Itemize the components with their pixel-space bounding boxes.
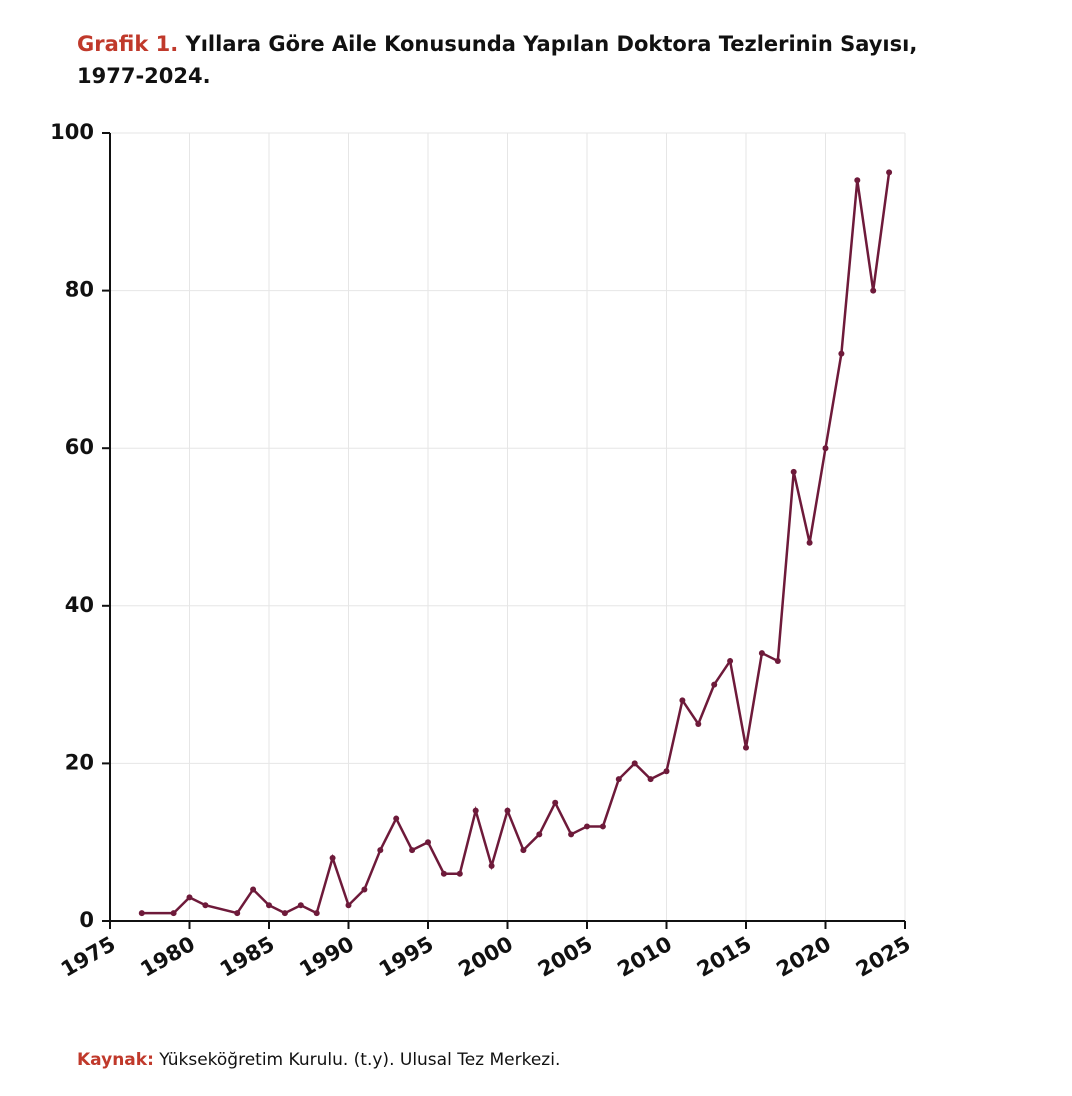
x-tick-label: 1980 [136, 932, 199, 982]
point [250, 886, 257, 893]
point [536, 831, 543, 838]
point [440, 870, 447, 877]
source-text: Yükseköğretim Kurulu. (t.y). Ulusal Tez … [158, 1050, 560, 1070]
x-tick-label: 2025 [852, 932, 915, 982]
x-tick-label: 2015 [693, 932, 756, 982]
point [806, 539, 813, 546]
point [409, 847, 416, 854]
source-label: Kaynak: [77, 1050, 154, 1070]
point [679, 697, 686, 704]
x-tick-label: 1985 [216, 932, 279, 982]
point [727, 657, 734, 664]
point [234, 910, 241, 917]
point [774, 657, 781, 664]
chart-title: Grafik 1. Yıllara Göre Aile Konusunda Ya… [77, 32, 917, 56]
point [456, 870, 463, 877]
point [631, 760, 638, 767]
point [472, 807, 479, 814]
y-tick-label: 60 [65, 435, 94, 459]
x-tick-label: 1995 [375, 932, 438, 982]
x-tick-label: 2005 [534, 932, 597, 982]
point [599, 823, 606, 830]
point [647, 776, 654, 783]
x-tick-label: 2010 [613, 932, 676, 982]
point [758, 650, 765, 657]
point [313, 910, 320, 917]
point [584, 823, 590, 830]
point [854, 177, 861, 184]
point [822, 445, 829, 452]
point [361, 886, 368, 893]
y-tick-label: 20 [65, 750, 94, 774]
x-tick-label: 1975 [57, 932, 120, 982]
source: Kaynak: Yükseköğretim Kurulu. (t.y). Ulu… [77, 1050, 560, 1070]
point [743, 744, 749, 751]
point [345, 902, 352, 909]
point [552, 799, 559, 806]
point [393, 815, 400, 822]
point [886, 169, 893, 176]
point [790, 468, 797, 475]
point [520, 847, 527, 854]
x-tick-label: 2000 [454, 932, 517, 982]
line [141, 172, 891, 915]
point [663, 768, 670, 775]
point [425, 839, 431, 846]
point [377, 847, 384, 854]
point [711, 681, 718, 688]
point [266, 902, 272, 909]
chart-title-line2: 1977-2024. [77, 64, 211, 88]
point [202, 902, 209, 909]
title-text: Yıllara Göre Aile Konusunda Yapılan Dokt… [185, 32, 918, 56]
point [615, 776, 622, 783]
point [838, 350, 845, 357]
y-tick-label: 80 [65, 278, 94, 302]
x-tick-label: 1990 [295, 932, 358, 982]
y-tick-label: 0 [79, 908, 94, 932]
point [281, 910, 288, 917]
point [870, 287, 877, 294]
point [568, 831, 575, 838]
point [170, 910, 177, 917]
point [695, 721, 702, 727]
y-tick-label: 100 [50, 120, 94, 144]
point [504, 807, 511, 814]
point [138, 910, 145, 917]
point [488, 862, 495, 869]
y-tick-label: 40 [65, 593, 94, 617]
point [329, 854, 336, 861]
x-tick-label: 2020 [772, 932, 835, 982]
point [186, 894, 193, 901]
title-label: Grafik 1. [77, 32, 178, 56]
point [297, 902, 304, 909]
